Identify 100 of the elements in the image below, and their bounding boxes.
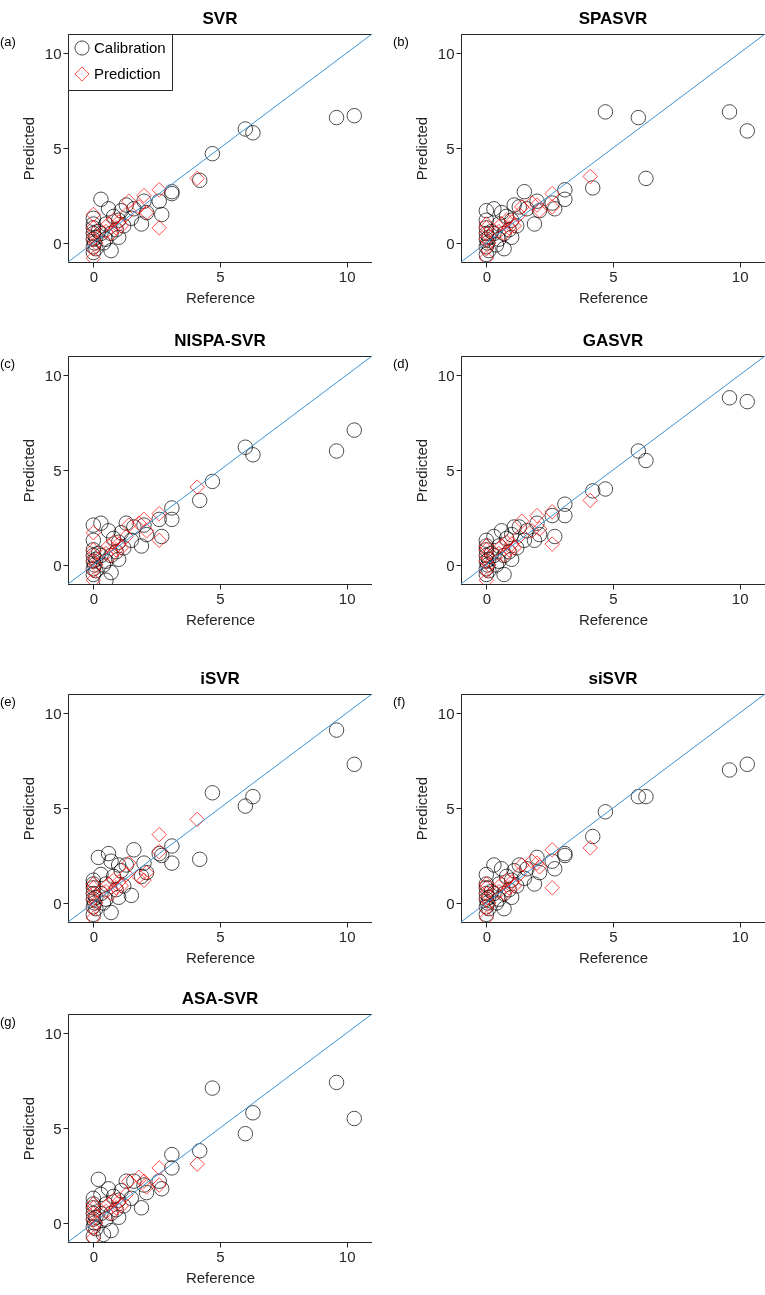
point: [103, 904, 119, 921]
x-tick-label: 10: [731, 927, 749, 945]
point: [516, 870, 533, 887]
point: [204, 785, 221, 801]
point: [105, 534, 122, 550]
point: [98, 883, 114, 900]
point: [138, 523, 155, 539]
point: [638, 170, 654, 187]
point: [506, 519, 522, 535]
y-tick-label: 10: [44, 44, 62, 62]
y-axis-title: Predicted: [19, 438, 37, 503]
point: [529, 849, 545, 866]
point: [85, 517, 102, 533]
y-tick-label: 5: [53, 1119, 62, 1137]
point: [189, 1156, 205, 1172]
y-tick-label: 0: [53, 556, 62, 574]
point: [237, 1125, 254, 1142]
point: [584, 828, 601, 845]
point: [526, 876, 543, 892]
point: [204, 1080, 221, 1096]
point: [191, 1143, 208, 1159]
point: [95, 235, 112, 251]
chart-title: NISPA-SVR: [174, 331, 266, 350]
point: [478, 532, 495, 549]
point: [85, 906, 102, 922]
point: [496, 900, 512, 917]
point: [526, 532, 543, 549]
point: [103, 564, 119, 581]
point: [630, 109, 647, 126]
y-tick-label: 0: [446, 556, 455, 574]
point: [491, 883, 507, 900]
point: [85, 206, 102, 223]
x-tick-label: 0: [89, 267, 99, 285]
point: [113, 1182, 129, 1199]
point: [486, 857, 502, 873]
y-axis-title: Predicted: [412, 438, 430, 503]
y-axis-title: Predicted: [412, 776, 430, 841]
point: [478, 866, 495, 883]
point: [245, 1105, 261, 1121]
point: [503, 536, 520, 552]
point: [136, 193, 152, 209]
y-tick-label: 10: [44, 704, 62, 722]
point: [100, 845, 117, 862]
point: [544, 507, 560, 524]
point: [105, 1192, 122, 1208]
point: [95, 1226, 112, 1242]
text: (g): [0, 1014, 16, 1029]
x-tick-label: 5: [216, 927, 225, 945]
x-axis-title: Reference: [578, 610, 649, 628]
point: [529, 193, 545, 209]
point: [531, 864, 548, 881]
point: [503, 229, 520, 246]
point: [557, 496, 573, 512]
point: [544, 504, 560, 520]
point: [90, 1171, 107, 1188]
point: [524, 523, 540, 539]
point: [118, 866, 135, 883]
point: [191, 851, 208, 868]
point: [511, 206, 528, 223]
point: [103, 853, 119, 869]
point: [118, 197, 135, 213]
point: [498, 534, 515, 550]
x-tick-label: 10: [731, 589, 749, 607]
point: [105, 872, 122, 888]
point: [105, 212, 122, 228]
x-axis-title: Reference: [185, 1268, 256, 1286]
point: [126, 1173, 142, 1189]
point: [118, 528, 135, 545]
point: [503, 889, 520, 906]
point: [153, 528, 170, 545]
point: [557, 182, 573, 198]
point: [113, 524, 129, 541]
point: [85, 216, 102, 232]
y-tick-label: 5: [53, 139, 62, 157]
y-tick-label: 0: [53, 894, 62, 912]
point: [529, 515, 545, 531]
x-tick-label: 10: [338, 1247, 356, 1265]
point: [151, 182, 167, 198]
point: [597, 104, 614, 120]
point: [164, 1146, 180, 1163]
point: [110, 889, 127, 906]
point: [98, 891, 114, 907]
point: [557, 507, 573, 524]
y-tick-label: 0: [446, 894, 455, 912]
point: [113, 202, 129, 219]
y-tick-label: 0: [53, 234, 62, 252]
point: [151, 193, 167, 209]
point: [524, 853, 540, 869]
point: [164, 855, 180, 871]
point: [204, 145, 221, 162]
point: [584, 483, 601, 499]
point: [151, 532, 167, 549]
point: [529, 855, 545, 871]
point: [478, 216, 495, 232]
point: [164, 500, 180, 516]
point: [721, 390, 738, 406]
point: [721, 104, 738, 120]
legend-label: Calibration: [94, 39, 166, 56]
point: [110, 551, 127, 568]
point: [544, 536, 560, 552]
